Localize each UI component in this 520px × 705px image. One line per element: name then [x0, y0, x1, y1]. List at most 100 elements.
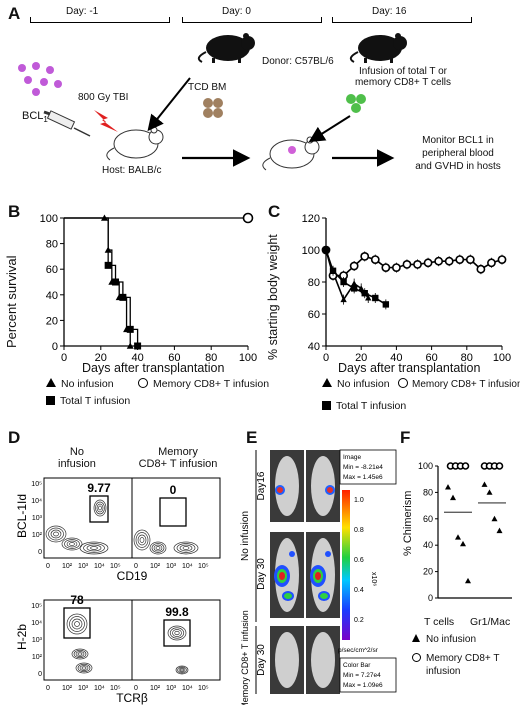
y-tick-label: 100 [418, 461, 433, 471]
weight-point [413, 260, 422, 269]
x-tick-label: 80 [205, 352, 217, 364]
gate-percentage: 78 [70, 593, 84, 607]
weight-point [444, 256, 454, 266]
day-16-line [332, 22, 472, 23]
contour-line [71, 618, 83, 630]
colorbar-tick: 0.4 [354, 587, 364, 594]
row-group-label: No infusion [240, 511, 251, 561]
weight-point [349, 261, 359, 271]
panel-e-bioluminescence: No infusion Day16 Day 30 Memory CD8+ T infu… [240, 449, 397, 705]
chimerism-point [445, 484, 451, 490]
bioluminescence-signal [282, 591, 294, 601]
y-tick-label: 0 [52, 341, 58, 353]
syringe-icon [43, 110, 91, 137]
flow-top-ylabel: BCL-1Id [15, 494, 29, 538]
chimerism-point [455, 534, 461, 540]
day-minus1-label: Day: -1 [66, 6, 99, 17]
contour-line [133, 529, 151, 551]
y-tick-label: 80 [308, 277, 320, 289]
contour-line [172, 629, 182, 637]
contour-line [135, 532, 149, 548]
contour-line [182, 546, 190, 550]
contour-line [66, 613, 88, 635]
row-day-label: Day 30 [256, 558, 267, 590]
flow-x-tick: 0 [134, 685, 138, 692]
panel-c-weight-chart: 40 60 80 100 120 0 20 40 60 80 100 [302, 213, 512, 364]
row-day-label: Day16 [256, 471, 267, 500]
bioluminescence-signal [289, 551, 295, 557]
gate-box [89, 495, 109, 523]
contour-line [69, 616, 85, 632]
donor-mouse-icon [197, 33, 255, 63]
row-day-label: Day 30 [256, 644, 267, 676]
gate-percentage: 9.77 [87, 481, 111, 495]
y-tick-label: 100 [40, 213, 58, 225]
contour-line [149, 541, 167, 555]
contour-line [50, 529, 62, 539]
row-group-label: Memory CD8+ T infusion [240, 610, 250, 705]
tbi-label: 800 Gy TBI [78, 92, 129, 103]
panel-b-xlabel: Days after transplantation [82, 361, 225, 375]
image-info-text: Max = 1.45e6 [343, 474, 383, 481]
weight-point [358, 285, 365, 291]
gate-percentage: 0 [170, 483, 177, 497]
panel-f-ylabel: % Chimerism [402, 490, 414, 556]
weight-point [402, 260, 412, 269]
chimerism-point [481, 481, 488, 487]
schema-arrows [147, 77, 395, 167]
bcl1-label: BCL1 [22, 110, 48, 125]
mouse-body [311, 632, 335, 688]
bioluminescence-signal [325, 485, 335, 495]
mouse-body [275, 456, 299, 516]
colorbar-unit: x10⁶ [370, 572, 377, 586]
x-tick-label: 100 [239, 352, 257, 364]
contour-line [69, 542, 75, 546]
mouse-body [311, 456, 335, 516]
contour-line [178, 667, 186, 673]
bcl1-cells-icon [18, 62, 62, 96]
colorbar-tick: 1.0 [354, 497, 364, 504]
contour-line [66, 540, 78, 548]
panel-f-cat1: T cells [424, 616, 455, 628]
contour-line [81, 666, 87, 670]
triangle-marker-icon [46, 378, 56, 387]
survival-point [134, 342, 142, 350]
panel-label-d: D [8, 428, 21, 447]
survival-point [112, 278, 120, 286]
flow-y-tick: 0 [38, 549, 42, 556]
x-tick-label: 20 [95, 352, 107, 364]
panel-label-c: C [268, 202, 281, 221]
flow-top-xlabel: CD19 [117, 569, 148, 583]
contour-line [83, 543, 105, 553]
weight-point [487, 258, 496, 268]
contour-line [153, 544, 163, 552]
contour-line [93, 499, 107, 517]
survival-point [104, 261, 112, 269]
flow-x-tick: 10² [62, 563, 73, 570]
y-tick-label: 20 [46, 315, 58, 327]
contour-line [98, 505, 102, 511]
host-mouse-icon [106, 126, 164, 161]
bioluminescence-signal [279, 572, 285, 580]
colorbar-units-label: p/sec/cm^2/sr [338, 647, 379, 654]
weight-point [465, 255, 475, 264]
bone-marrow-cells-icon [203, 98, 223, 118]
flow-x-tick: 10⁵ [198, 563, 209, 570]
circle-marker-icon [412, 653, 421, 662]
panel-f-cat2: Gr1/Mac [470, 616, 511, 628]
panel-f-chimerism-chart: 0 20 40 60 80 100 [418, 461, 512, 603]
legend-c-total: Total T infusion [322, 400, 406, 412]
panel-c-xlabel: Days after transplantation [338, 361, 481, 375]
legend-c-no-infusion: No infusion [322, 378, 390, 390]
contour-line [95, 501, 105, 515]
weight-point [381, 263, 391, 272]
legend-c-memory: Memory CD8+ T infusion [398, 378, 520, 390]
x-tick-label: 0 [323, 352, 329, 364]
contour-line [86, 544, 102, 552]
triangle-marker-icon [322, 378, 332, 387]
colorbar-tick: 0.2 [354, 617, 364, 624]
infusion-label: Infusion of total T or memory CD8+ T cel… [354, 66, 452, 88]
weight-point [360, 252, 370, 261]
